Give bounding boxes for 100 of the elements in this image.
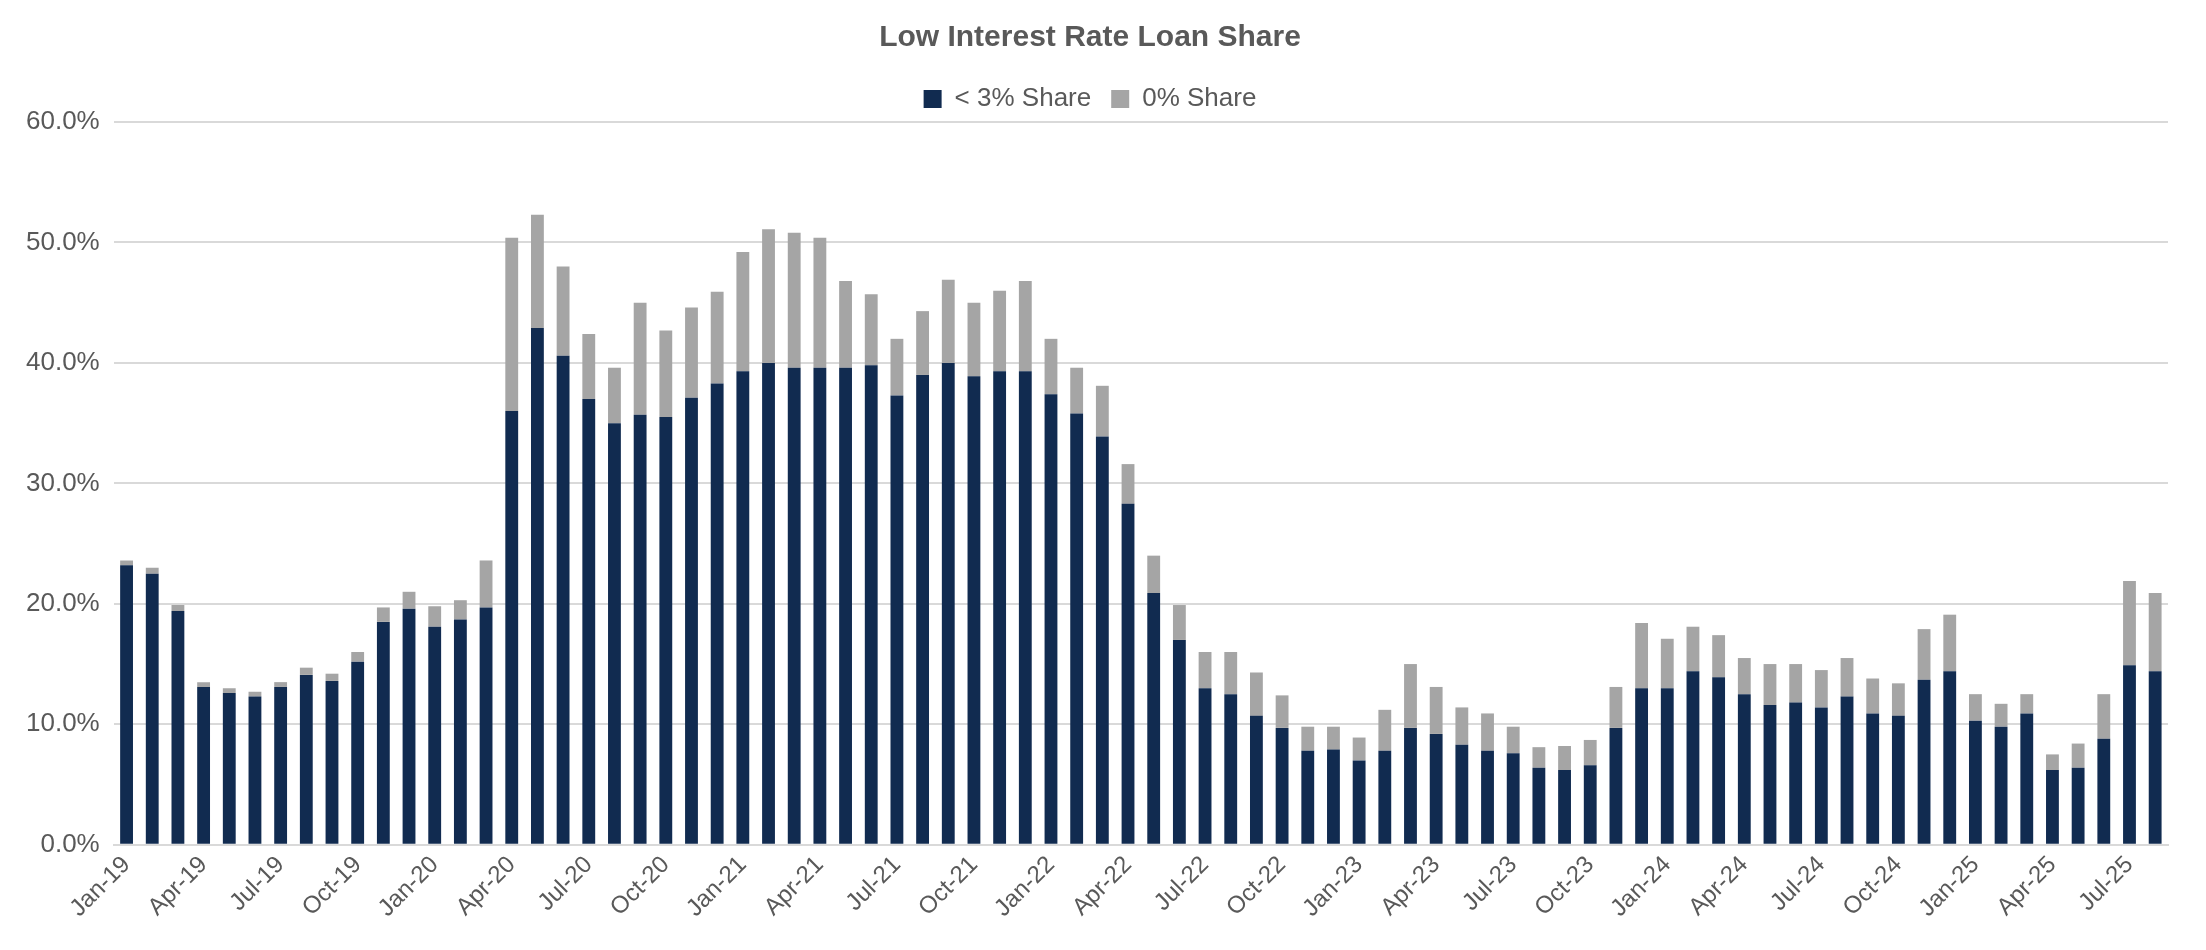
bar <box>1224 694 1238 844</box>
bar <box>1712 677 1726 844</box>
bar <box>1429 686 1443 734</box>
bar <box>1018 371 1032 844</box>
bar <box>1891 715 1905 844</box>
bar <box>967 376 981 844</box>
bar <box>1352 760 1366 844</box>
bar <box>1044 394 1058 844</box>
bar <box>967 302 981 377</box>
bar <box>1147 592 1161 844</box>
bar <box>1891 683 1905 716</box>
bar <box>299 674 313 844</box>
legend-label: 0% Share <box>1142 82 1257 113</box>
bar <box>1429 733 1443 844</box>
bar <box>659 417 673 844</box>
bar <box>736 252 750 372</box>
bar <box>736 371 750 844</box>
bar <box>1378 709 1392 751</box>
bar <box>197 682 211 687</box>
bar <box>1018 281 1032 372</box>
bar <box>1506 726 1520 754</box>
bar <box>864 294 878 366</box>
bar <box>2046 770 2059 844</box>
bar <box>685 397 698 844</box>
bar <box>402 608 416 844</box>
bar <box>582 334 596 400</box>
y-tick-label: 20.0% <box>25 587 100 617</box>
bar <box>2123 580 2136 666</box>
bar <box>1095 436 1109 844</box>
bar <box>1532 767 1546 844</box>
bar <box>1994 703 2008 727</box>
legend-label: < 3% Share <box>954 82 1092 113</box>
bar <box>2020 713 2034 844</box>
bar <box>710 383 724 844</box>
bar <box>2046 754 2059 771</box>
bar <box>1866 713 1880 844</box>
bar <box>479 560 493 608</box>
bar <box>1044 338 1058 395</box>
bar <box>2071 767 2085 844</box>
bar <box>1917 679 1931 844</box>
bar <box>222 688 236 693</box>
bar <box>402 591 416 609</box>
bar <box>813 237 827 368</box>
bar <box>531 214 544 328</box>
bar <box>941 362 955 844</box>
bar <box>1635 688 1649 844</box>
bar <box>1352 737 1366 761</box>
bar <box>2148 592 2162 672</box>
bar <box>453 619 467 844</box>
bar <box>505 411 519 844</box>
bar <box>1737 658 1751 695</box>
bar <box>890 338 904 396</box>
bar <box>1275 695 1289 728</box>
bar <box>1224 652 1238 695</box>
bar <box>1917 629 1931 680</box>
bar <box>1532 747 1546 768</box>
bar <box>171 605 185 612</box>
bar <box>1968 720 1982 844</box>
bar <box>1660 638 1674 689</box>
bar <box>171 611 185 844</box>
y-tick-label: 30.0% <box>25 466 100 497</box>
bar <box>1121 503 1135 844</box>
bar <box>1789 702 1803 844</box>
bar <box>685 307 698 398</box>
bar <box>1301 726 1315 751</box>
bar <box>1455 744 1469 844</box>
chart-title: Low Interest Rate Loan Share <box>879 19 1301 53</box>
bar <box>1609 686 1623 728</box>
bar <box>1814 707 1828 844</box>
bar <box>1249 672 1263 716</box>
bar <box>864 365 878 844</box>
bar <box>2071 743 2085 768</box>
bar <box>248 691 262 697</box>
bar <box>2020 694 2034 714</box>
bar <box>762 362 775 844</box>
bar <box>1814 670 1828 708</box>
bar <box>1506 753 1520 844</box>
bar <box>1275 727 1289 844</box>
bar <box>633 302 647 415</box>
bar <box>351 661 365 844</box>
bar <box>325 673 339 681</box>
y-tick-label: 0.0% <box>40 827 100 858</box>
bar <box>1737 694 1751 844</box>
bar <box>1866 678 1880 714</box>
bar <box>2148 671 2162 844</box>
bar <box>1070 367 1084 414</box>
bar <box>1583 739 1597 766</box>
bar <box>787 367 801 844</box>
bar <box>1404 664 1417 728</box>
bar <box>608 367 621 424</box>
bar <box>1198 652 1212 689</box>
bar <box>376 621 390 844</box>
bar <box>1789 664 1803 703</box>
bar <box>2123 665 2136 844</box>
bar <box>1558 745 1571 771</box>
bar <box>556 355 570 844</box>
bar <box>1121 464 1135 504</box>
bar <box>274 686 288 844</box>
bar <box>839 367 852 844</box>
bar <box>993 371 1007 844</box>
